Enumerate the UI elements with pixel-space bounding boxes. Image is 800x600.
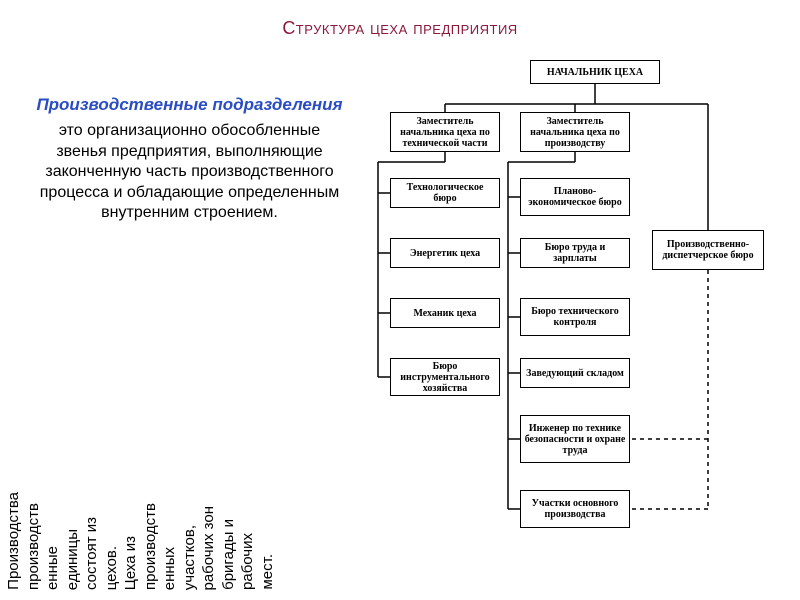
sideways-word: енных: [162, 547, 179, 590]
sideways-word: производств: [26, 503, 43, 590]
col1-node-2: Механик цеха: [390, 298, 500, 328]
page-title: Структура цеха предприятия: [0, 18, 800, 39]
col2-node-2: Бюро технического контроля: [520, 298, 630, 336]
head-node-0: Заместитель начальника цеха по техническ…: [390, 112, 500, 152]
sideways-word: Цеха из: [123, 536, 140, 590]
sideways-word: рабочих зон: [201, 506, 218, 591]
head-node-1: Заместитель начальника цеха по производс…: [520, 112, 630, 152]
col1-node-3: Бюро инструментального хозяйства: [390, 358, 500, 396]
sideways-word: енные: [45, 546, 62, 590]
sideways-word: единицы: [65, 529, 82, 590]
col2-node-0: Планово-экономическое бюро: [520, 178, 630, 216]
col1-node-0: Технологическое бюро: [390, 178, 500, 208]
col2-node-1: Бюро труда и зарплаты: [520, 238, 630, 268]
left-body: это организационно обособленные звенья п…: [32, 121, 347, 223]
sideways-word: рабочих: [240, 533, 257, 590]
root-node: НАЧАЛЬНИК ЦЕХА: [530, 60, 660, 84]
col1-node-1: Энергетик цеха: [390, 238, 500, 268]
sideways-word: цехов.: [104, 546, 121, 590]
col3-node-0: Производственно-диспетчерское бюро: [652, 230, 764, 270]
sideways-word: Производства: [6, 492, 23, 590]
sideways-word: состоят из: [84, 517, 101, 590]
col2-node-3: Заведующий складом: [520, 358, 630, 388]
col2-node-4: Инженер по технике безопасности и охране…: [520, 415, 630, 463]
sideways-word: бригады и: [221, 519, 238, 590]
sideways-word: производств: [143, 503, 160, 590]
sideways-word: мест.: [260, 554, 277, 590]
sideways-text: Производствапроизводственныеединицысосто…: [6, 300, 296, 590]
sideways-word: участков,: [182, 525, 199, 590]
left-heading: Производственные подразделения: [32, 94, 347, 115]
left-text-block: Производственные подразделения это орган…: [32, 94, 347, 224]
col2-node-5: Участки основного производства: [520, 490, 630, 528]
